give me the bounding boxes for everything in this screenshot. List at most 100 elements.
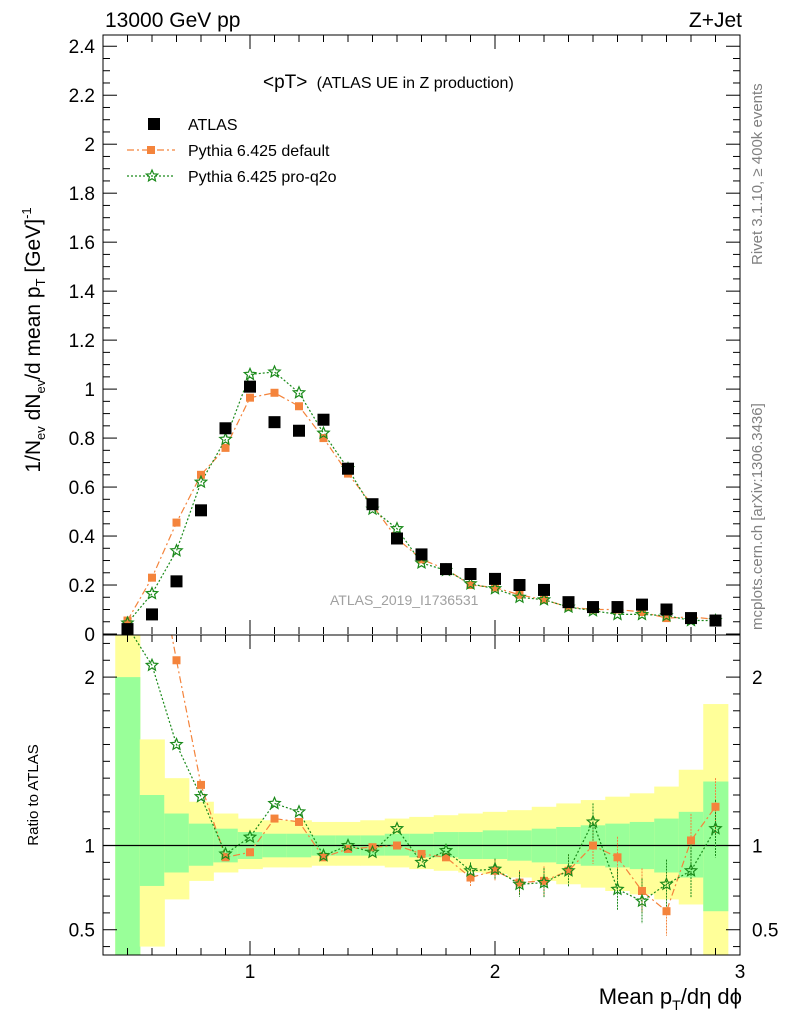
ratio-proq2o-point <box>659 876 674 891</box>
atlas-point <box>293 424 305 437</box>
legend-proq2o-marker <box>144 168 160 183</box>
ratio-proq2o-point <box>487 861 503 876</box>
ratio-default-point <box>221 853 230 862</box>
default-point <box>491 583 499 592</box>
atlas-point <box>415 548 428 561</box>
atlas-point <box>660 603 673 616</box>
ratio-default-point <box>466 873 475 882</box>
top-y-tick-label: 0.8 <box>69 429 95 450</box>
ratio-default-point <box>319 853 328 862</box>
proq2o-point <box>316 425 331 440</box>
proq2o-point <box>389 521 405 535</box>
top-y-tick-label: 1 <box>84 380 95 401</box>
ratio-proq2o-point <box>144 657 160 672</box>
default-point <box>246 393 254 402</box>
x-tick-label: 2 <box>490 962 501 983</box>
ratio-default-point <box>515 878 524 887</box>
proq2o-point <box>463 576 478 590</box>
ratio-default-point <box>295 817 303 826</box>
top-y-tick-label: 0.4 <box>69 527 96 548</box>
rivet-version-label: Rivet 3.1.10, ≥ 400k events <box>749 83 766 265</box>
ratio-default-point <box>540 876 548 885</box>
ratio-band-inner <box>139 795 165 886</box>
top-y-axis-title: 1/Nev dNev/d mean pT [GeV]-1 <box>19 207 48 472</box>
ratio-default-point <box>564 866 573 875</box>
ratio-default-point <box>711 802 720 811</box>
ratio-y-tick-label: 1 <box>84 837 95 858</box>
default-point <box>295 402 303 411</box>
top-y-tick-label: 0.2 <box>69 576 95 597</box>
atlas-point <box>685 612 697 625</box>
atlas-point <box>317 413 330 426</box>
plot-title-main: <pT> <box>263 72 307 93</box>
ratio-proq2o-point <box>340 837 356 852</box>
atlas-point <box>146 608 158 621</box>
atlas-point <box>170 575 183 588</box>
plot-title: <pT> (ATLAS UE in Z production) <box>263 72 514 93</box>
ratio-proq2o-point <box>169 736 184 751</box>
ratio-proq2o-point <box>267 795 282 810</box>
ratio-proq2o-point <box>683 863 699 877</box>
mcplots-label: mcplots.cern.ch [arXiv:1306.3436] <box>749 403 766 630</box>
proq2o-line <box>127 371 716 624</box>
atlas-point <box>538 583 550 596</box>
ratio-y-tick-label-right: 0.5 <box>752 921 778 942</box>
atlas-point <box>562 596 575 609</box>
atlas-point <box>440 563 452 576</box>
legend-atlas-label: ATLAS <box>188 117 238 134</box>
x-axis-title: Mean pT/dη dϕ <box>599 984 742 1013</box>
default-point <box>148 573 156 582</box>
ratio-proq2o-point <box>365 844 380 859</box>
top-y-tick-label: 1.4 <box>69 282 96 303</box>
default-point <box>123 616 132 625</box>
legend-default-marker <box>147 146 155 154</box>
ratio-default-point <box>589 841 597 850</box>
ratio-y-axis-title: Ratio to ATLAS <box>25 744 42 845</box>
atlas-point <box>709 614 722 627</box>
ratio-default-point <box>442 853 450 862</box>
top-y-tick-label: 1.6 <box>69 233 95 254</box>
x-tick-label: 3 <box>735 962 746 983</box>
atlas-point <box>366 498 379 511</box>
ratio-y-tick-label: 0.5 <box>69 921 95 942</box>
ratio-band-inner <box>164 813 190 873</box>
ratio-default-point <box>270 814 279 823</box>
ratio-default-point <box>417 849 426 858</box>
ratio-proq2o-point <box>414 854 429 869</box>
proq2o-point <box>634 606 650 621</box>
atlas-point <box>489 572 501 585</box>
default-point <box>172 518 181 527</box>
atlas-point <box>219 422 232 435</box>
proq2o-point <box>512 589 527 604</box>
ratio-default-point <box>124 547 132 555</box>
proq2o-point <box>536 592 552 606</box>
ratio-band-inner <box>115 677 141 955</box>
ratio-proq2o-point <box>634 893 650 908</box>
ratio-proq2o-point <box>561 863 576 877</box>
proq2o-point <box>291 385 307 399</box>
plot-title-sub: (ATLAS UE in Z production) <box>317 75 514 92</box>
top-y-tick-label: 0.6 <box>69 478 95 499</box>
ratio-proq2o-point <box>585 814 601 829</box>
ratio-default-point <box>613 853 622 862</box>
default-point <box>540 595 548 604</box>
proq2o-point <box>144 586 160 600</box>
default-point <box>221 443 230 452</box>
ratio-default-point <box>197 780 205 789</box>
ratio-default-point <box>491 866 499 875</box>
default-line <box>126 392 716 621</box>
ratio-default-point <box>172 656 181 665</box>
ratio-default-point <box>393 841 401 850</box>
default-point <box>319 434 328 443</box>
legend-proq2o-label: Pythia 6.425 pro-q2o <box>188 169 337 186</box>
atlas-point <box>464 568 477 580</box>
ratio-y-tick-label-right: 2 <box>752 668 763 689</box>
ratio-default-point <box>148 527 156 535</box>
ratio-proq2o-point <box>218 846 233 861</box>
atlas-point <box>195 504 207 517</box>
header-right-label: Z+Jet <box>689 9 742 32</box>
proq2o-point <box>267 364 282 379</box>
ratio-band-inner <box>482 830 508 859</box>
proq2o-point <box>242 366 258 381</box>
ratio-proq2o-point <box>463 863 478 877</box>
